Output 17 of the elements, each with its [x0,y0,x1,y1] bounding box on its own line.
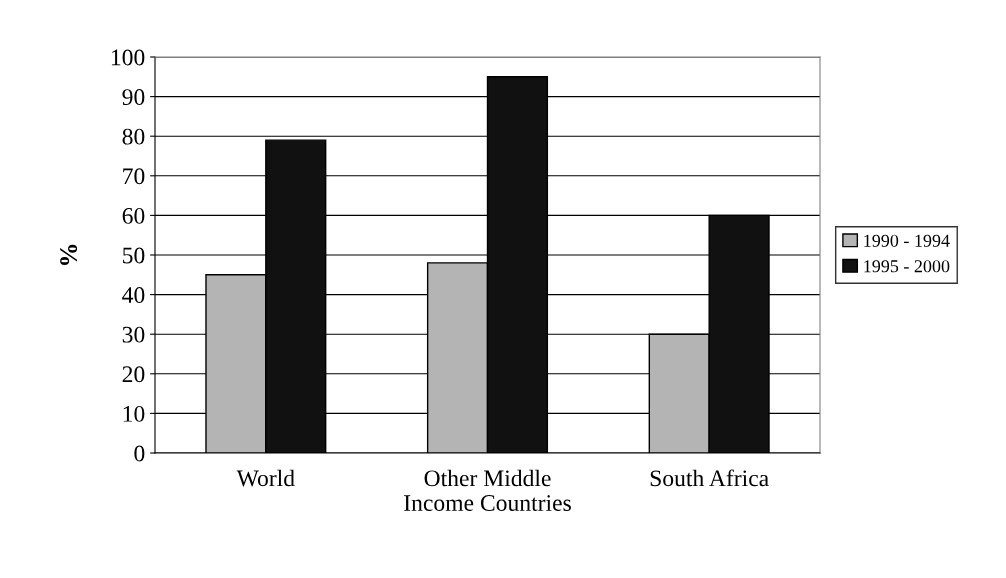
y-axis-title: % [60,244,78,265]
y-tick-label: 40 [122,287,145,304]
legend-label: 1995 - 2000 [864,260,950,273]
y-tick-label: 70 [123,168,145,185]
y-tick-label: 90 [122,89,145,106]
y-tick-label: 0 [134,445,145,462]
y-tick-label: 20 [122,366,145,383]
y-tick-label: 50 [123,247,145,264]
x-tick-label: World [236,469,295,487]
y-tick-label: 30 [122,326,145,343]
y-tick-label: 10 [123,405,145,422]
legend-label: 1990 - 1994 [864,234,950,247]
y-tick-label: 100 [111,49,145,66]
x-tick-label: Other Middle Income Countries [404,469,571,511]
y-tick-label: 80 [122,128,145,145]
x-tick-label: South Africa [650,469,769,487]
y-tick-label: 60 [122,207,145,224]
